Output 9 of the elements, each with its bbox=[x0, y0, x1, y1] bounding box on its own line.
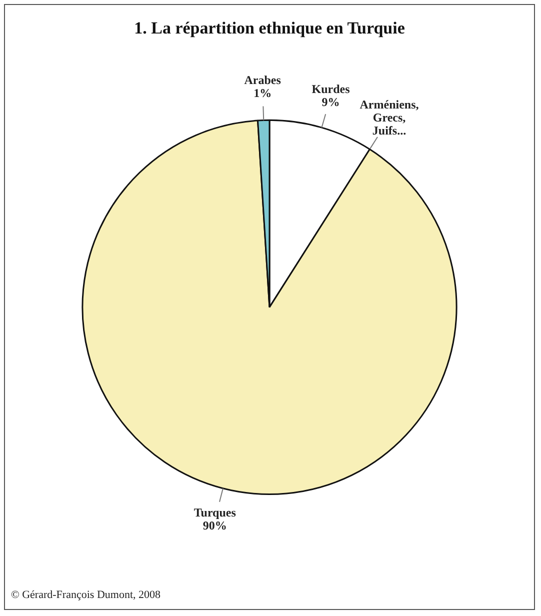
category-label: Arméniens, Grecs, Juifs... bbox=[360, 98, 419, 138]
text: © Gérard-François Dumont, 2008 bbox=[11, 589, 160, 601]
data-label: 1% bbox=[254, 86, 272, 100]
data-label: 9% bbox=[322, 94, 340, 109]
data-label: 90% bbox=[202, 518, 227, 533]
slice-label: Turques bbox=[194, 506, 236, 520]
slice-label: Kurdes bbox=[312, 82, 350, 96]
slice-label: Arabes bbox=[244, 72, 282, 87]
chart-title: 1. La répartition ethnique en Turquie bbox=[134, 18, 406, 38]
